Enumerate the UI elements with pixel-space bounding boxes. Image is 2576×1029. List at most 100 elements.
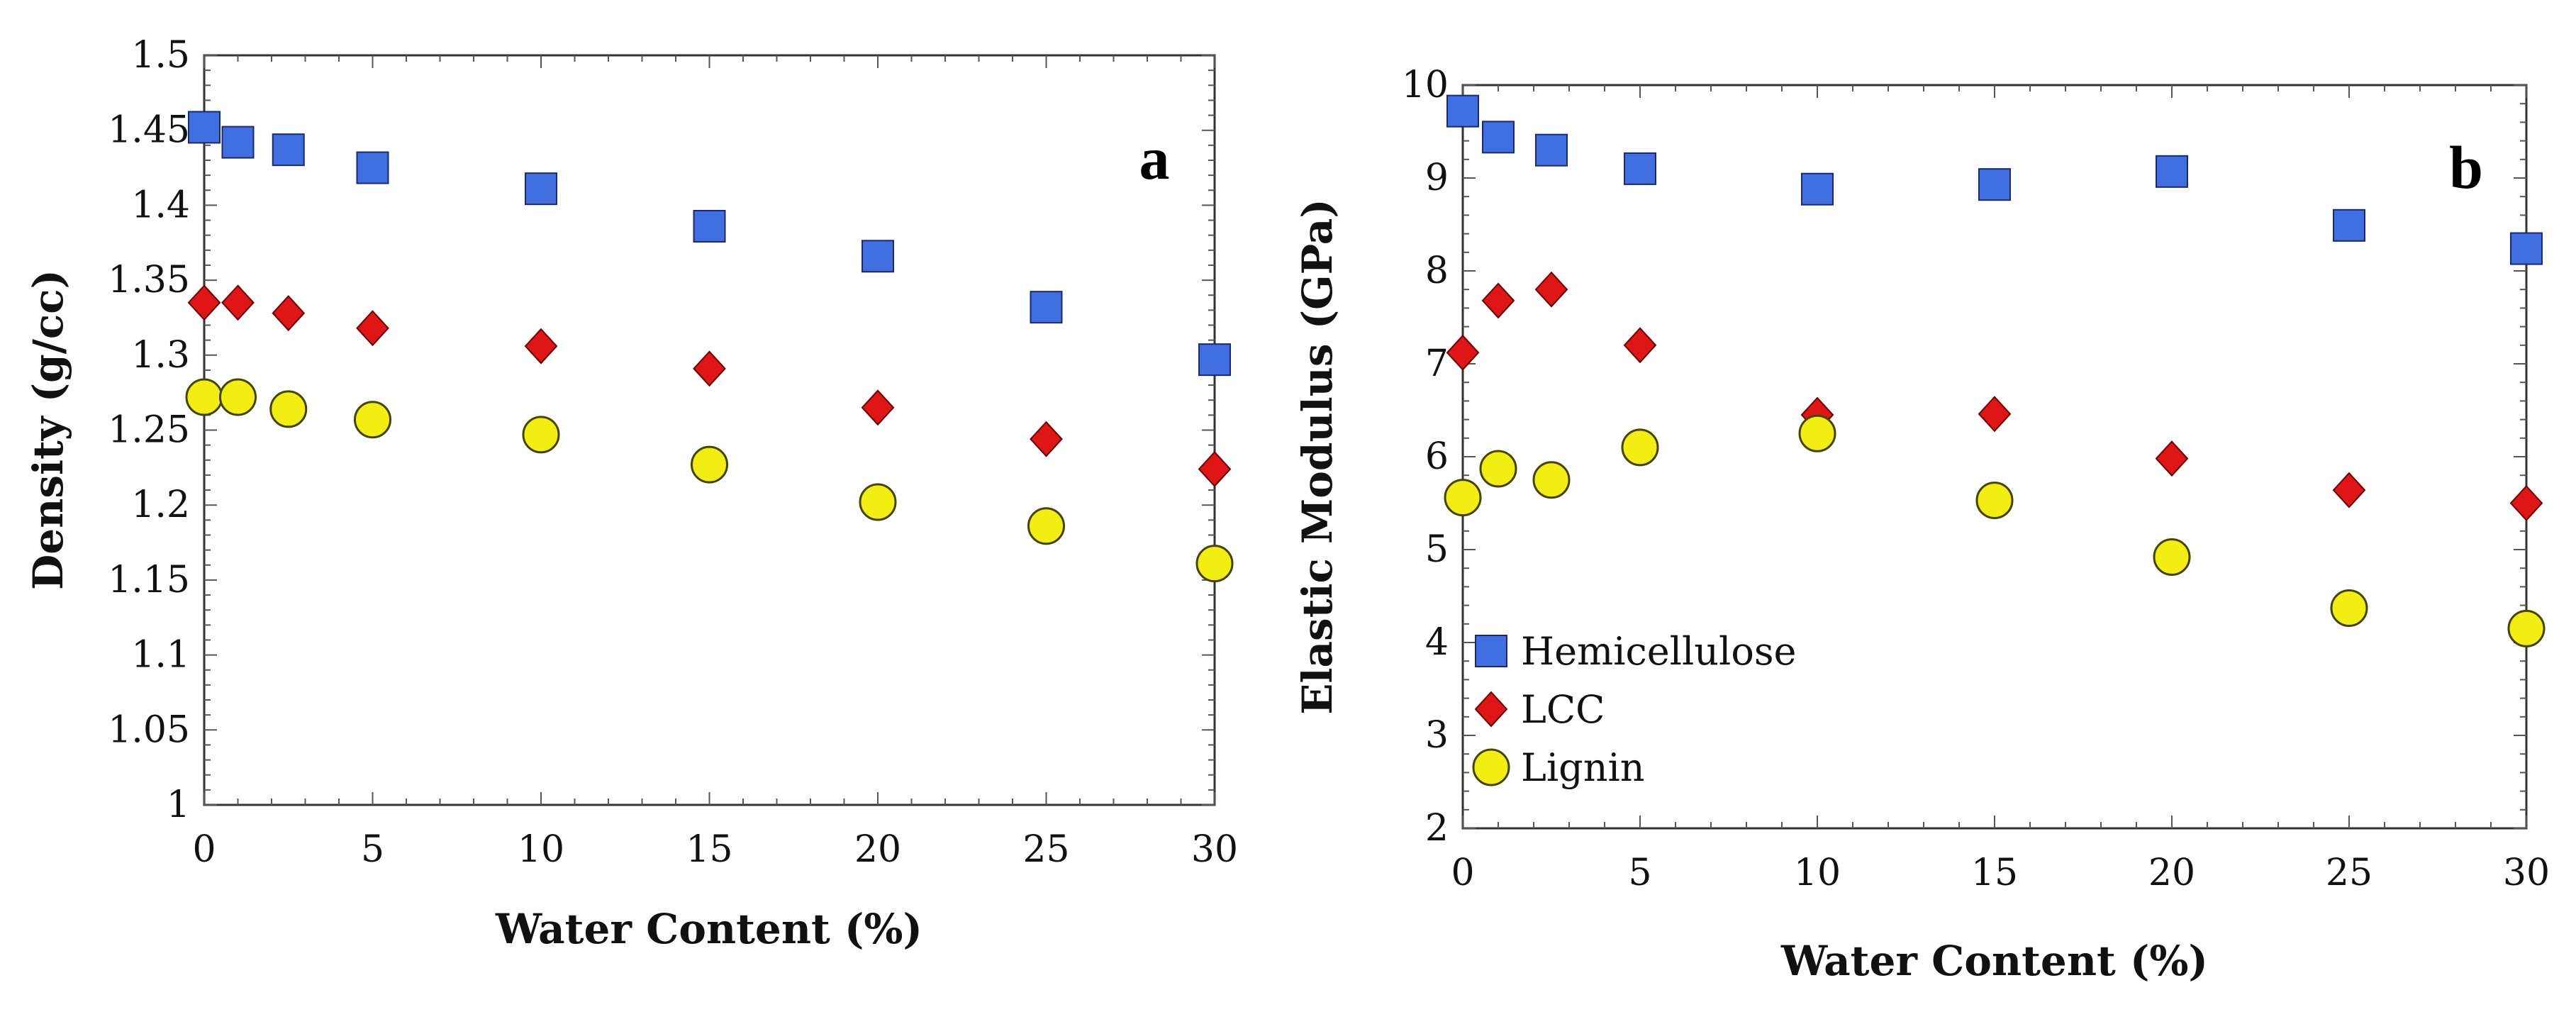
- lcc-point: [2509, 485, 2543, 521]
- x-tick-label: 15: [686, 828, 732, 871]
- x-tick-label: 0: [192, 828, 216, 871]
- hemicellulose-point: [356, 151, 389, 184]
- lignin-point: [2507, 609, 2546, 647]
- y-axis-label: Elastic Modulus (GPa): [1293, 199, 1342, 715]
- hemicellulose-point: [1446, 94, 1479, 128]
- lcc-point: [1198, 450, 1232, 487]
- lcc-point: [356, 310, 389, 347]
- hemicellulose-point: [188, 111, 221, 144]
- x-tick-label: 30: [2503, 852, 2550, 894]
- x-tick-label: 10: [1794, 852, 1841, 894]
- y-tick-label: 1.25: [108, 409, 190, 452]
- x-tick-label: 25: [2326, 852, 2373, 894]
- y-axis-label: Density (g/cc): [24, 269, 72, 590]
- lcc-point: [187, 284, 221, 321]
- legend-hemicellulose-marker: [1475, 635, 1507, 667]
- lcc-point: [2155, 440, 2189, 477]
- panel-letter-label: a: [1139, 124, 1170, 192]
- lcc-point: [2332, 472, 2366, 508]
- y-tick-label: 9: [1425, 157, 1449, 199]
- lignin-point: [1479, 450, 1517, 488]
- y-tick-label: 3: [1425, 714, 1449, 757]
- lignin-point: [269, 390, 308, 428]
- y-tick-label: 1.35: [108, 259, 190, 301]
- y-tick-label: 2: [1425, 807, 1449, 850]
- x-axis-label: Water Content (%): [495, 905, 922, 953]
- lignin-point: [219, 378, 257, 416]
- lignin-point: [1027, 507, 1065, 545]
- plot-frame: [203, 54, 1216, 806]
- lignin-point: [2153, 538, 2191, 576]
- x-tick-label: 20: [2148, 852, 2195, 894]
- lignin-point: [1444, 479, 1482, 517]
- y-tick-label: 4: [1425, 621, 1449, 664]
- lcc-point: [1623, 327, 1657, 364]
- hemicellulose-point: [1978, 168, 2011, 201]
- lignin-point: [2330, 589, 2368, 628]
- panel-letter-label: b: [2449, 133, 2483, 201]
- legend-lcc-marker: [1474, 691, 1508, 728]
- lcc-point: [1030, 421, 1063, 457]
- lignin-point: [1798, 414, 1836, 452]
- lcc-point: [524, 328, 558, 365]
- y-tick-label: 1.45: [108, 109, 190, 152]
- x-tick-label: 0: [1451, 852, 1474, 894]
- lignin-point: [1195, 545, 1234, 583]
- lignin-point: [1975, 482, 2014, 520]
- lcc-point: [1534, 271, 1568, 308]
- legend-hemicellulose-label: Hemicellulose: [1521, 629, 1797, 674]
- hemicellulose-point: [525, 172, 557, 206]
- hemicellulose-point: [1198, 343, 1231, 377]
- y-tick-label: 5: [1425, 528, 1449, 571]
- hemicellulose-point: [272, 133, 305, 167]
- y-tick-label: 6: [1425, 435, 1449, 478]
- hemicellulose-point: [1801, 172, 1834, 206]
- y-tick-label: 8: [1425, 250, 1449, 292]
- lcc-point: [861, 389, 895, 426]
- legend-lcc-label: LCC: [1521, 687, 1605, 732]
- hemicellulose-point: [1624, 152, 1656, 185]
- lignin-point: [522, 416, 560, 454]
- hemicellulose-point: [1535, 133, 1568, 167]
- y-tick-label: 10: [1402, 64, 1449, 106]
- x-tick-label: 15: [1971, 852, 2018, 894]
- lignin-point: [354, 401, 391, 439]
- hemicellulose-point: [221, 126, 255, 159]
- hemicellulose-point: [2156, 155, 2188, 188]
- lignin-point: [185, 378, 223, 416]
- hemicellulose-point: [1482, 121, 1515, 154]
- lignin-point: [1532, 461, 1571, 499]
- y-tick-label: 1.15: [108, 559, 190, 601]
- hemicellulose-point: [2333, 208, 2365, 242]
- x-tick-label: 25: [1022, 828, 1069, 871]
- legend: Hemicellulose LCC Lignin: [1472, 629, 1797, 790]
- lcc-point: [1446, 334, 1480, 371]
- x-tick-label: 5: [1628, 852, 1651, 894]
- hemicellulose-point: [2510, 232, 2543, 265]
- lcc-point: [1978, 396, 2012, 433]
- x-tick-label: 5: [361, 828, 384, 871]
- lcc-point: [1481, 282, 1515, 319]
- x-axis-label: Water Content (%): [1780, 937, 2208, 985]
- hemicellulose-point: [862, 240, 894, 273]
- panel-a-density-chart: 1 1.05 1.1 1.15 1.2 1.25 1.3 1.35 1.4 1.45 1.5 0 5 10…: [24, 34, 1238, 953]
- y-tick-label: 1.1: [131, 634, 190, 677]
- y-tick-label: 1.2: [131, 484, 190, 526]
- x-tick-label: 10: [518, 828, 564, 871]
- y-tick-label: 1.4: [131, 184, 190, 226]
- y-tick-label: 7: [1425, 343, 1449, 385]
- y-tick-label: 1.05: [108, 708, 190, 751]
- lcc-point: [221, 284, 255, 321]
- panel-b-elastic-modulus-chart: 2 3 4 5 6 7 8 9 10 0 5 10 15 20 25 30 Water Content (%) E…: [1293, 64, 2550, 985]
- lcc-point: [272, 295, 306, 332]
- y-tick-label: 1.5: [131, 34, 190, 77]
- x-tick-label: 20: [854, 828, 901, 871]
- lignin-point: [1621, 428, 1659, 467]
- lignin-point: [691, 445, 728, 484]
- hemicellulose-point: [1030, 291, 1063, 324]
- hemicellulose-point: [693, 209, 726, 243]
- legend-lignin-marker: [1472, 748, 1510, 786]
- lignin-point: [859, 483, 897, 521]
- y-tick-label: 1: [167, 784, 190, 826]
